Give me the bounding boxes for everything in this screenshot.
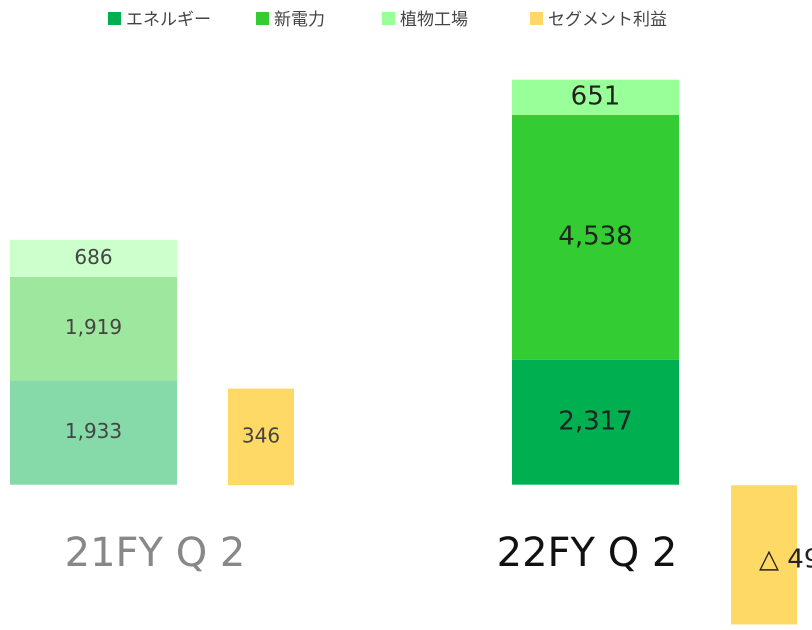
data-label: 4,538: [558, 222, 632, 252]
data-label: 686: [74, 245, 112, 269]
bar-segment: [512, 359, 679, 485]
bar-segment: [731, 485, 797, 625]
x-tick-label: 21FY Q 2: [65, 530, 246, 576]
bar-segment: [10, 276, 177, 381]
legend-label: エネルギー: [126, 10, 211, 30]
data-label: △ 498: [759, 544, 812, 574]
bar-segment: [10, 380, 177, 485]
legend-swatch: [382, 12, 395, 25]
data-label: 651: [571, 82, 621, 112]
x-tick-label: 22FY Q 2: [497, 530, 678, 576]
legend-swatch: [108, 12, 121, 25]
bar-segment: [10, 239, 177, 277]
data-label: 2,317: [558, 407, 632, 437]
data-label: 1,919: [65, 315, 122, 339]
bar-segment: [228, 388, 294, 486]
legend-label: 植物工場: [400, 10, 468, 30]
legend-label: セグメント利益: [548, 10, 667, 30]
bar-segment: [512, 79, 679, 115]
bar-segment: [512, 114, 679, 360]
legend-swatch: [256, 12, 269, 25]
data-label: 346: [242, 423, 280, 447]
data-label: 1,933: [65, 419, 122, 443]
legend-swatch: [530, 12, 543, 25]
legend-label: 新電力: [274, 10, 325, 30]
